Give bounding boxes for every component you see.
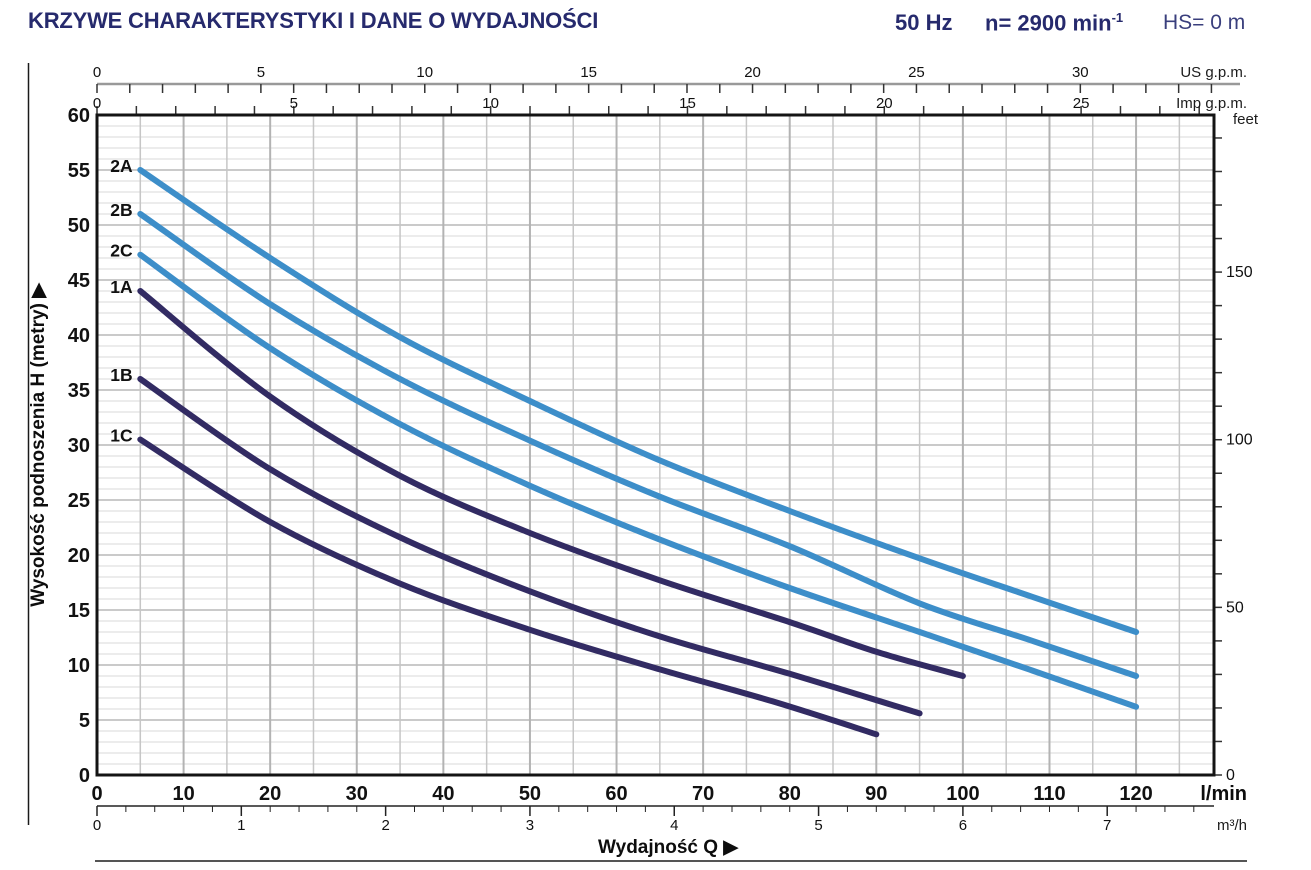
m3h-tick-label: 1 bbox=[237, 817, 245, 834]
m3h-unit-label: m³/h bbox=[1217, 817, 1247, 834]
rotation-speed-text: n= 2900 min bbox=[985, 10, 1112, 36]
h-metry-tick-label: 30 bbox=[68, 435, 90, 457]
feet-tick-label: 150 bbox=[1226, 264, 1253, 281]
curve-1B bbox=[137, 376, 923, 717]
lmin-tick-label: 50 bbox=[519, 783, 541, 805]
h-metry-tick-label: 0 bbox=[79, 765, 90, 787]
m3h-tick-label: 5 bbox=[814, 817, 822, 834]
curve-2B bbox=[137, 211, 1140, 679]
plot-frame bbox=[95, 113, 1216, 777]
x-axis-title: Wydajność Q ▶ bbox=[598, 837, 739, 858]
lmin-tick-label: 30 bbox=[346, 783, 368, 805]
lmin-tick-label: 40 bbox=[432, 783, 454, 805]
suction-head-label: HS= 0 m bbox=[1163, 11, 1246, 34]
us-gpm-tick-label: 30 bbox=[1072, 64, 1089, 81]
curve-1C bbox=[137, 436, 880, 738]
chart-generated-content: 0 5 10 15 20 25 300 5 10 15 20 25051015202530354045… bbox=[68, 64, 1253, 834]
h-metry-tick-label: 40 bbox=[68, 325, 90, 347]
lmin-tick-label: 10 bbox=[172, 783, 194, 805]
imp-gpm-tick-label: 25 bbox=[1073, 95, 1090, 112]
m3h-tick-label: 6 bbox=[959, 817, 967, 834]
m3h-tick-label: 7 bbox=[1103, 817, 1111, 834]
lmin-tick-label: 90 bbox=[865, 783, 887, 805]
us-gpm-tick-label: 15 bbox=[580, 64, 597, 81]
frequency-label: 50 Hz bbox=[895, 10, 953, 35]
h-metry-tick-label: 55 bbox=[68, 160, 90, 182]
imp-gpm-unit-label: Imp g.p.m. bbox=[1176, 95, 1247, 112]
curve-label-2C: 2C bbox=[110, 241, 133, 261]
page-title: KRZYWE CHARAKTERYSTYKI I DANE O WYDAJNOŚ… bbox=[28, 8, 599, 33]
curve-label-1C: 1C bbox=[110, 426, 133, 446]
imp-gpm-tick-label: 0 bbox=[93, 95, 101, 112]
h-metry-tick-label: 60 bbox=[68, 105, 90, 127]
us-gpm-tick-label: 5 bbox=[257, 64, 265, 81]
us-gpm-tick-label: 0 bbox=[93, 64, 101, 81]
us-gpm-unit-label: US g.p.m. bbox=[1180, 64, 1247, 81]
rotation-speed-exponent: -1 bbox=[1111, 10, 1124, 25]
h-metry-tick-label: 5 bbox=[79, 710, 90, 732]
feet-unit-label: feet bbox=[1233, 111, 1259, 128]
imp-gpm-tick-label: 5 bbox=[290, 95, 298, 112]
y-axis-title: Wysokość podnoszenia H (metry) ▶ bbox=[28, 282, 49, 607]
h-metry-tick-label: 25 bbox=[68, 490, 90, 512]
feet-tick-label: 50 bbox=[1226, 599, 1244, 616]
m3h-tick-label: 2 bbox=[381, 817, 389, 834]
lmin-tick-label: 0 bbox=[91, 783, 102, 805]
curve-label-2A: 2A bbox=[110, 156, 133, 176]
lmin-tick-label: 80 bbox=[779, 783, 801, 805]
h-metry-tick-label: 20 bbox=[68, 545, 90, 567]
h-metry-tick-label: 10 bbox=[68, 655, 90, 677]
h-metry-tick-label: 45 bbox=[68, 270, 90, 292]
h-metry-tick-label: 35 bbox=[68, 380, 90, 402]
m3h-tick-label: 3 bbox=[526, 817, 534, 834]
m3h-tick-label: 0 bbox=[93, 817, 101, 834]
curve-label-1B: 1B bbox=[110, 365, 132, 385]
curve-2A bbox=[137, 167, 1140, 635]
us-gpm-tick-label: 25 bbox=[908, 64, 925, 81]
m3h-tick-label: 4 bbox=[670, 817, 678, 834]
curve-label-1A: 1A bbox=[110, 277, 133, 297]
feet-tick-label: 0 bbox=[1226, 767, 1235, 784]
imp-gpm-tick-label: 15 bbox=[679, 95, 696, 112]
feet-tick-label: 100 bbox=[1226, 432, 1253, 449]
curve-1A bbox=[137, 288, 966, 679]
h-metry-tick-label: 15 bbox=[68, 600, 90, 622]
lmin-tick-label: 20 bbox=[259, 783, 281, 805]
us-gpm-tick-label: 20 bbox=[744, 64, 761, 81]
lmin-tick-label: 70 bbox=[692, 783, 714, 805]
curve-label-2B: 2B bbox=[110, 200, 132, 220]
header: KRZYWE CHARAKTERYSTYKI I DANE O WYDAJNOŚ… bbox=[0, 0, 1311, 52]
lmin-tick-label: 120 bbox=[1119, 783, 1152, 805]
h-metry-tick-label: 50 bbox=[68, 215, 90, 237]
lmin-tick-label: 60 bbox=[605, 783, 627, 805]
imp-gpm-tick-label: 20 bbox=[876, 95, 893, 112]
rotation-speed-label: n= 2900 min-1 bbox=[985, 10, 1123, 36]
curve-2C bbox=[137, 251, 1140, 710]
lmin-unit-label: l/min bbox=[1200, 783, 1247, 805]
lmin-tick-label: 100 bbox=[946, 783, 979, 805]
imp-gpm-tick-label: 10 bbox=[482, 95, 499, 112]
lmin-tick-label: 110 bbox=[1033, 783, 1065, 805]
us-gpm-tick-label: 10 bbox=[416, 64, 433, 81]
